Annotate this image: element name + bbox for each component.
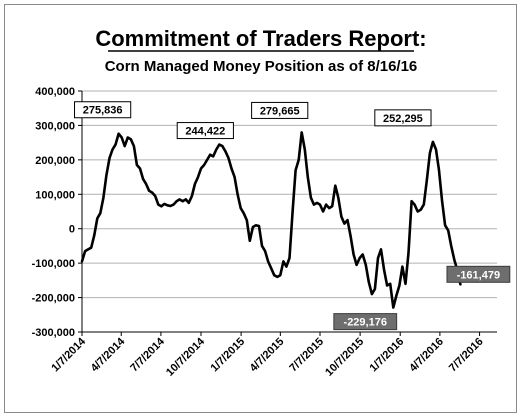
annotation-label: 279,665 [260,105,300,117]
x-tick-label: 4/7/2015 [248,336,287,375]
axes [78,90,497,336]
annotation-box [446,265,511,283]
series-layer [80,131,462,309]
y-tick-label: -100,000 [32,258,75,270]
y-tick-label: -200,000 [32,293,75,305]
annotation-label: 244,422 [185,126,225,138]
y-tick-label: -300,000 [32,327,75,339]
x-tick-label: 10/7/2014 [164,335,208,379]
y-tick-label: 200,000 [35,155,75,167]
annotation-callout: -229,176 [333,313,398,331]
grid-lines [82,90,497,333]
chart-subtitle: Corn Managed Money Position as of 8/16/1… [105,58,418,75]
x-tick-label: 7/7/2015 [287,336,326,375]
annotation-label: 275,836 [83,105,123,117]
y-tick-label: 300,000 [35,120,75,132]
annotation-label: -161,479 [457,269,500,281]
corn-cot-line-chart: Commitment of Traders Report: Corn Manag… [32,26,511,379]
annotation-callout: 275,836 [74,101,132,119]
annotations: 275,836 244,422 279,665 252,295 -229,176 -161… [74,101,511,331]
y-tick-label: 100,000 [35,189,75,201]
y-axis-tick-labels: 400,000 300,000 200,000 100,000 0 -100,000 -20… [32,86,75,339]
annotation-box [251,101,309,119]
annotation-label: 252,295 [383,113,423,125]
annotation-callout: 279,665 [251,101,309,119]
y-tick-label: 0 [69,224,75,236]
x-tick-label: 1/7/2016 [368,336,407,375]
annotation-label: -229,176 [344,317,387,329]
annotation-box [333,313,398,331]
series-line [80,131,462,309]
annotation-callout: 252,295 [374,109,432,127]
annotation-callout: -161,479 [446,265,511,283]
x-tick-label: 7/7/2016 [447,336,486,375]
annotation-box [74,101,132,119]
x-tick-label: 4/7/2016 [407,336,446,375]
x-tick-label: 1/7/2014 [49,335,88,374]
x-tick-label: 4/7/2014 [89,335,128,374]
x-tick-label: 7/7/2014 [128,335,167,374]
x-tick-label: 10/7/2015 [323,336,366,379]
annotation-callout: 244,422 [176,122,234,140]
x-tick-label: 1/7/2015 [208,336,247,375]
annotation-box [374,109,432,127]
y-tick-label: 400,000 [35,86,75,98]
annotation-box [176,122,234,140]
chart-frame: Commitment of Traders Report: Corn Manag… [4,4,517,413]
chart-title: Commitment of Traders Report: [95,26,426,51]
